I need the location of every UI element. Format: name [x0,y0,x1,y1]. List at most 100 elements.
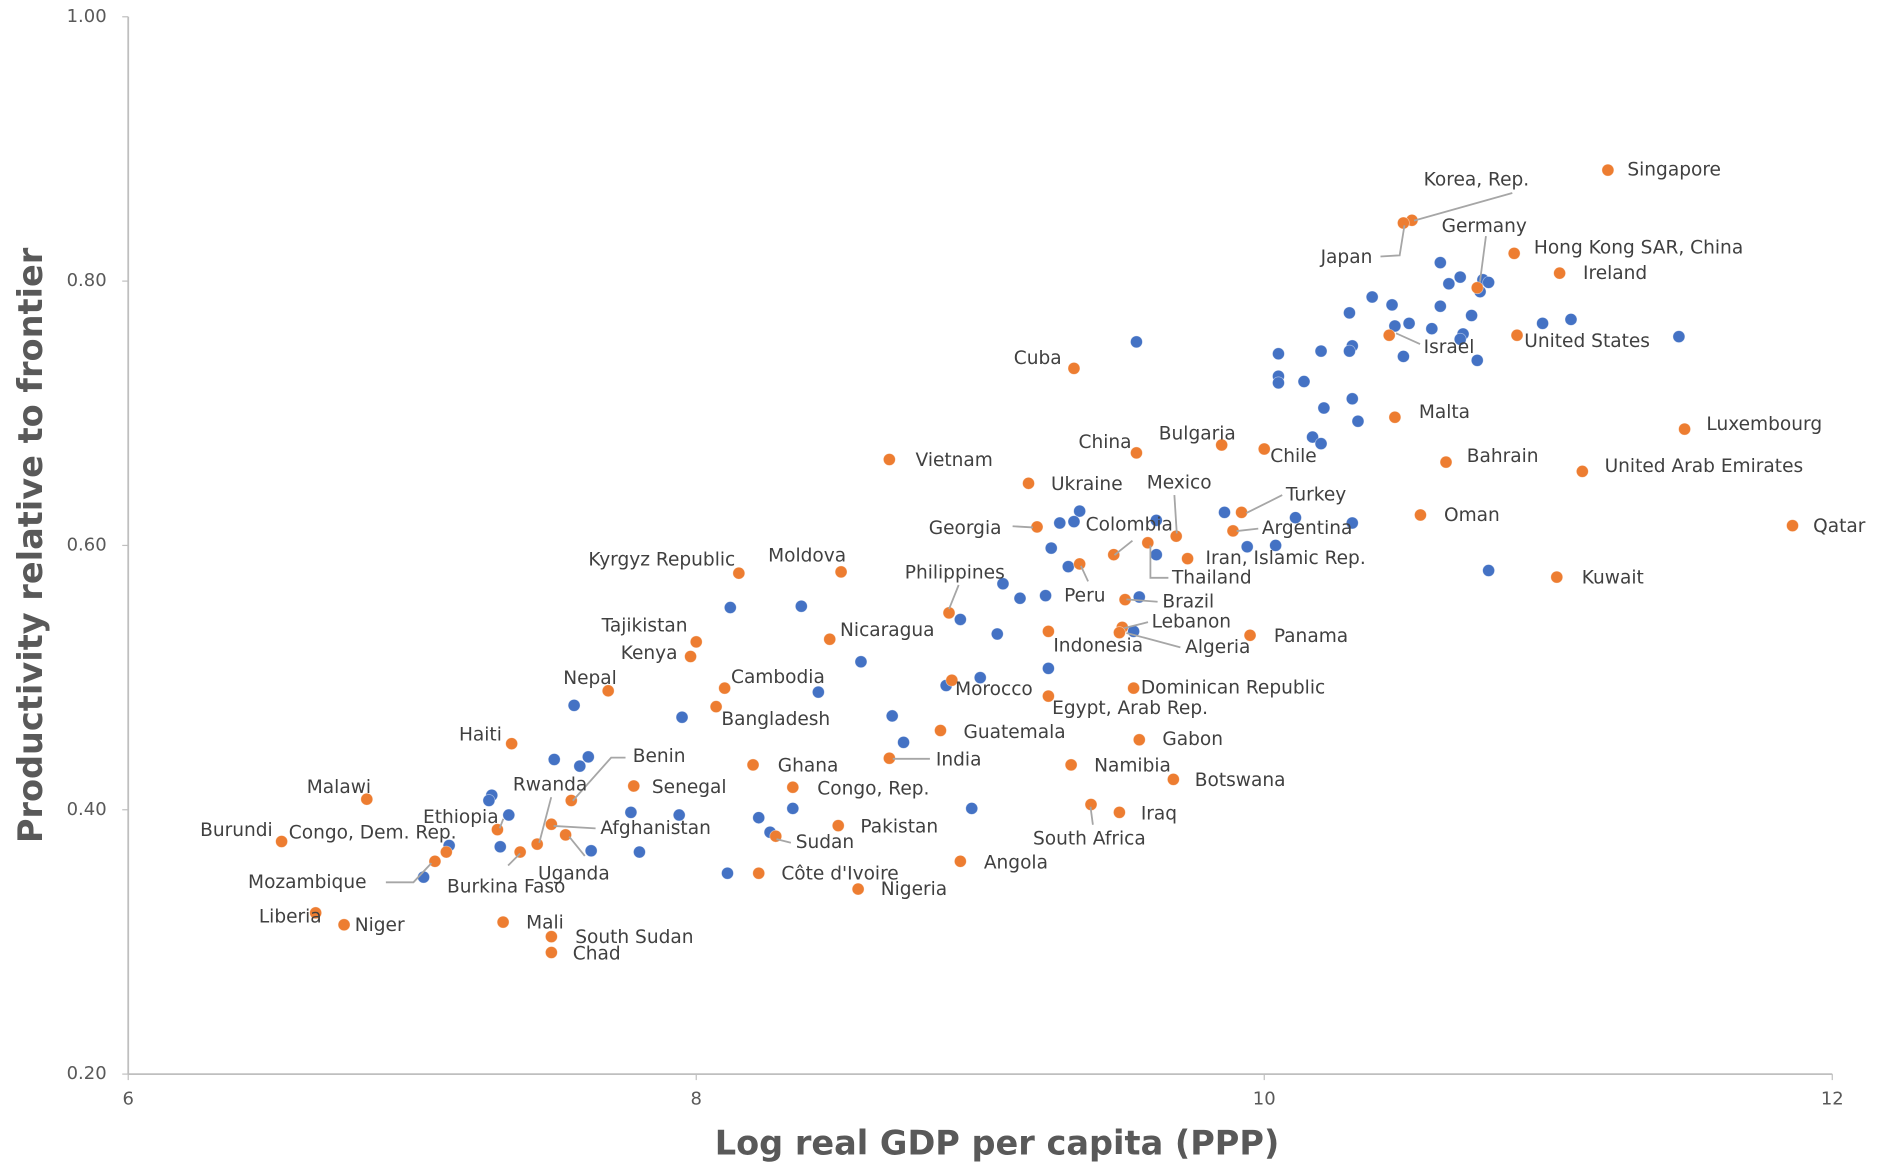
point [1107,548,1121,562]
point [786,780,800,794]
point [530,837,544,851]
point [1550,570,1564,584]
point [1013,591,1027,605]
x-tick-label: 8 [691,1088,702,1109]
point [1130,446,1143,460]
y-tick-label: 0.80 [67,270,107,291]
point-label: Angola [984,853,1048,874]
point-label: Philippines [905,563,1005,584]
point [823,632,837,646]
point [794,599,808,613]
point-label: Tajikistan [601,615,688,636]
point-label: Germany [1442,216,1527,237]
point [1382,328,1396,342]
point [1289,511,1302,525]
point [545,930,558,943]
point-label: Côte d'Ivoire [781,863,898,884]
point [1388,410,1402,424]
point [545,817,558,831]
point-label: Oman [1444,505,1500,526]
point-label: Kuwait [1582,567,1644,588]
point-label: Mali [526,913,564,934]
point [831,819,845,832]
point [684,650,697,663]
point-label: Ukraine [1051,474,1123,495]
point [505,737,518,751]
point [1453,332,1467,346]
point [1385,298,1399,312]
point [1306,430,1319,444]
point [1351,414,1365,428]
point [1425,322,1439,336]
point-label: Gabon [1162,729,1223,750]
point-label: Iran, Islamic Rep. [1206,548,1366,569]
point-label: Uganda [538,863,610,884]
point [601,684,615,698]
point [996,577,1010,591]
point [1442,277,1456,291]
x-tick-label: 10 [1253,1088,1276,1109]
leader-line [1395,332,1421,345]
x-tick-label: 12 [1821,1088,1844,1109]
point [1181,552,1194,566]
point [1243,628,1257,642]
point [851,882,865,896]
point-label: India [936,750,982,771]
leader-line [498,818,505,829]
leader-line [1245,494,1283,514]
leader-line [1380,225,1406,258]
point-label: Liberia [259,907,322,928]
point [1130,335,1143,349]
point [954,613,967,626]
point [1042,689,1055,703]
leader-line [1126,598,1158,603]
point [1786,519,1799,532]
point-label: Bulgaria [1159,423,1236,444]
point [1601,163,1615,177]
point [1257,442,1271,456]
point-label: China [1079,432,1132,453]
point-label: Senegal [652,777,727,798]
point-label: Mozambique [248,872,366,893]
point [633,845,646,859]
leader-line [572,756,626,802]
point [309,906,323,920]
point [627,779,641,793]
point-label: Vietnam [916,450,993,471]
point [1345,516,1359,530]
point-label: Guatemala [963,722,1065,743]
point-label: Ghana [778,756,839,777]
point-label: Malawi [307,777,371,798]
point [545,946,558,959]
point-label: Mexico [1147,473,1212,494]
point-label: United Arab Emirates [1605,456,1804,477]
point-label: Kenya [621,643,678,664]
point [428,854,442,868]
point-label: Moldova [768,546,846,567]
point-label: Kyrgyz Republic [588,549,735,570]
point [1067,515,1081,529]
point [1141,536,1155,550]
point [1127,681,1140,695]
point-label: Cambodia [731,667,825,688]
point-label: Chad [573,944,621,965]
point [1553,266,1566,280]
point [885,709,899,723]
leader-line [1236,527,1259,532]
y-tick-label: 0.40 [67,799,107,820]
point [854,655,868,669]
point [732,566,746,580]
point [1272,347,1285,361]
y-tick-label: 1.00 [67,6,107,27]
point-label: Algeria [1185,637,1250,658]
leader-line [1123,621,1149,630]
point [1067,361,1081,375]
point [1042,624,1055,638]
point [1482,276,1495,289]
point-label: United States [1524,331,1650,352]
point [1388,319,1402,333]
point [672,808,686,822]
point-label: Congo, Dem. Rep. [289,823,457,844]
point [965,802,979,815]
point [1575,465,1589,478]
